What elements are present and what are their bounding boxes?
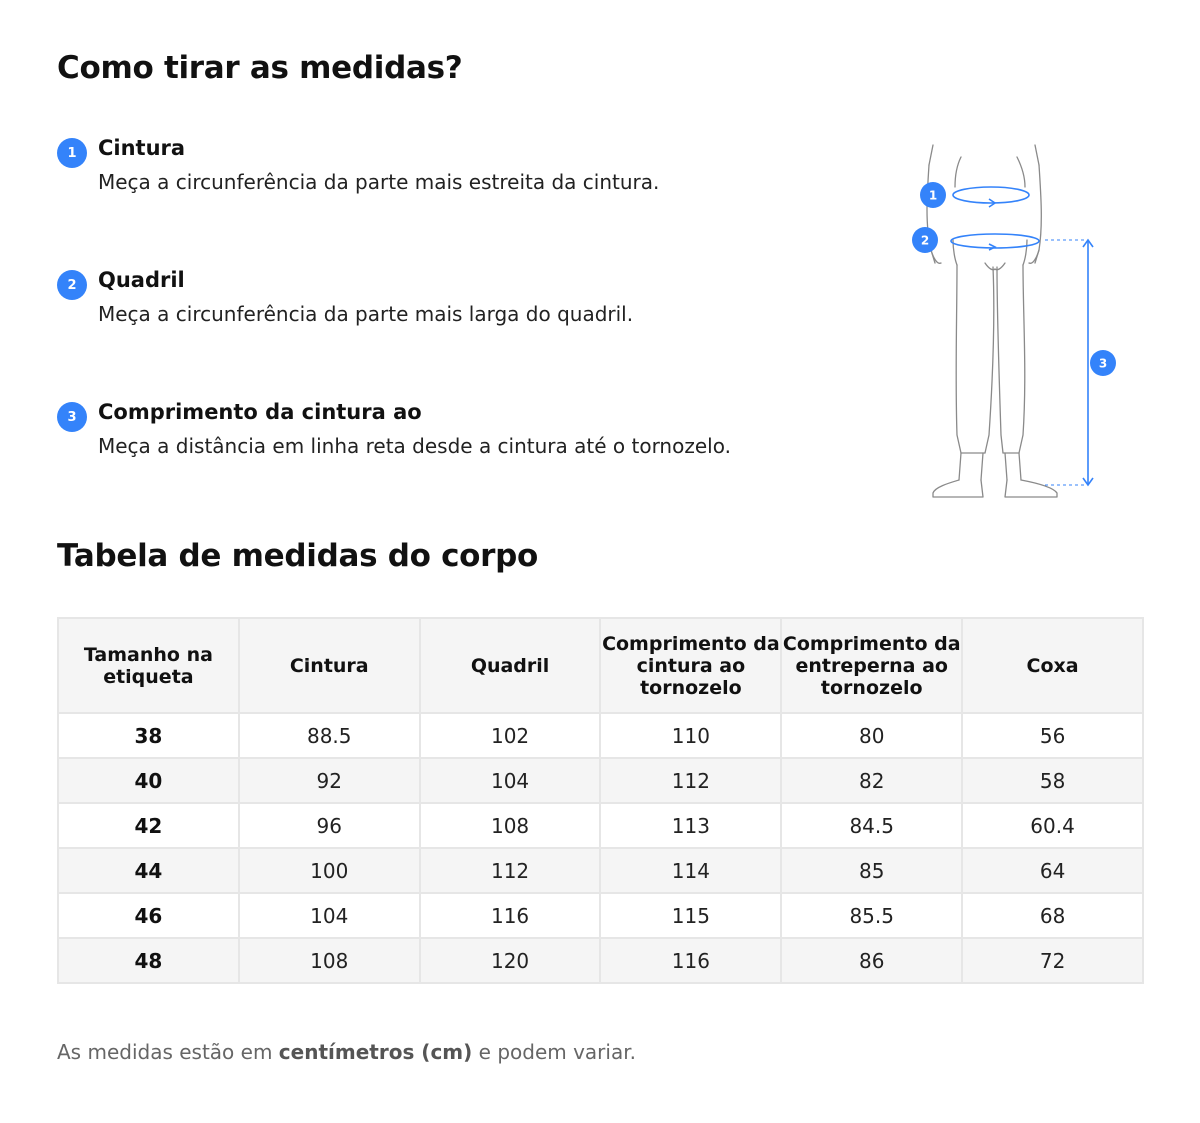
hip-measure-line (950, 233, 1040, 251)
measure-cell: 82 (780, 757, 964, 804)
figure-badge-label: 3 (1099, 357, 1107, 371)
header-hip: Quadril (418, 617, 602, 714)
measure-cell: 113 (599, 802, 783, 849)
figure-badge-3: 3 (1090, 350, 1116, 376)
header-inseam-to-ankle: Comprimento da entreperna ao tornozelo (780, 617, 964, 714)
measure-cell: 110 (599, 712, 783, 759)
table-row: 38 88.5 102 110 80 56 (57, 712, 1144, 759)
step-title: Comprimento da cintura ao (98, 400, 422, 424)
measure-cell: 120 (418, 937, 602, 984)
step-number-badge: 1 (57, 138, 87, 168)
table-title: Tabela de medidas do corpo (57, 538, 539, 574)
header-waist: Cintura (237, 617, 421, 714)
size-table: Tamanho na etiqueta Cintura Quadril Comp… (57, 617, 1144, 984)
howto-title: Como tirar as medidas? (57, 50, 463, 86)
size-cell: 44 (57, 847, 240, 894)
footnote: As medidas estão em centímetros (cm) e p… (57, 1040, 636, 1064)
measure-cell: 112 (599, 757, 783, 804)
measure-cell: 85.5 (780, 892, 964, 939)
measure-cell: 96 (237, 802, 421, 849)
measure-cell: 104 (237, 892, 421, 939)
measure-cell: 100 (237, 847, 421, 894)
measure-cell: 56 (961, 712, 1144, 759)
measure-cell: 115 (599, 892, 783, 939)
footnote-prefix: As medidas estão em (57, 1040, 273, 1064)
step-number-badge: 2 (57, 270, 87, 300)
size-cell: 40 (57, 757, 240, 804)
step-number-badge: 3 (57, 402, 87, 432)
measure-cell: 104 (418, 757, 602, 804)
step-description: Meça a circunferência da parte mais estr… (98, 170, 660, 194)
measure-cell: 80 (780, 712, 964, 759)
size-cell: 46 (57, 892, 240, 939)
measure-cell: 58 (961, 757, 1144, 804)
measure-cell: 112 (418, 847, 602, 894)
size-cell: 38 (57, 712, 240, 759)
table-row: 48 108 120 116 86 72 (57, 937, 1144, 984)
table-header-row: Tamanho na etiqueta Cintura Quadril Comp… (57, 617, 1144, 714)
measure-cell: 114 (599, 847, 783, 894)
figure-badge-1: 1 (920, 182, 946, 208)
figure-badge-2: 2 (912, 227, 938, 253)
measure-cell: 60.4 (961, 802, 1144, 849)
figure-badge-label: 1 (929, 189, 937, 203)
measure-cell: 102 (418, 712, 602, 759)
table-row: 46 104 116 115 85.5 68 (57, 892, 1144, 939)
figure-badge-label: 2 (921, 234, 929, 248)
table-row: 44 100 112 114 85 64 (57, 847, 1144, 894)
measure-cell: 85 (780, 847, 964, 894)
header-waist-to-ankle: Comprimento da cintura ao tornozelo (599, 617, 783, 714)
body-measurement-illustration: 1 2 3 (912, 144, 1116, 498)
step-description: Meça a distância em linha reta desde a c… (98, 434, 731, 458)
measure-cell: 64 (961, 847, 1144, 894)
table-row: 40 92 104 112 82 58 (57, 757, 1144, 804)
footnote-unit: centímetros (cm) (278, 1040, 473, 1064)
header-size: Tamanho na etiqueta (57, 617, 240, 714)
measure-cell: 88.5 (237, 712, 421, 759)
measure-cell: 116 (418, 892, 602, 939)
measure-cell: 116 (599, 937, 783, 984)
measure-cell: 72 (961, 937, 1144, 984)
measure-cell: 108 (418, 802, 602, 849)
table-body: 38 88.5 102 110 80 56 40 92 104 112 82 58 42 96 108 113… (57, 712, 1144, 984)
footnote-suffix: e podem variar. (478, 1040, 636, 1064)
header-thigh: Coxa (961, 617, 1144, 714)
size-cell: 42 (57, 802, 240, 849)
measure-cell: 92 (237, 757, 421, 804)
length-measure-line (1045, 238, 1094, 487)
step-description: Meça a circunferência da parte mais larg… (98, 302, 634, 326)
legs-outline-icon (926, 144, 1058, 498)
measure-cell: 108 (237, 937, 421, 984)
measure-cell: 86 (780, 937, 964, 984)
step-title: Quadril (98, 268, 185, 292)
size-cell: 48 (57, 937, 240, 984)
step-title: Cintura (98, 136, 186, 160)
measure-cell: 84.5 (780, 802, 964, 849)
table-row: 42 96 108 113 84.5 60.4 (57, 802, 1144, 849)
measure-cell: 68 (961, 892, 1144, 939)
waist-measure-line (952, 186, 1030, 208)
